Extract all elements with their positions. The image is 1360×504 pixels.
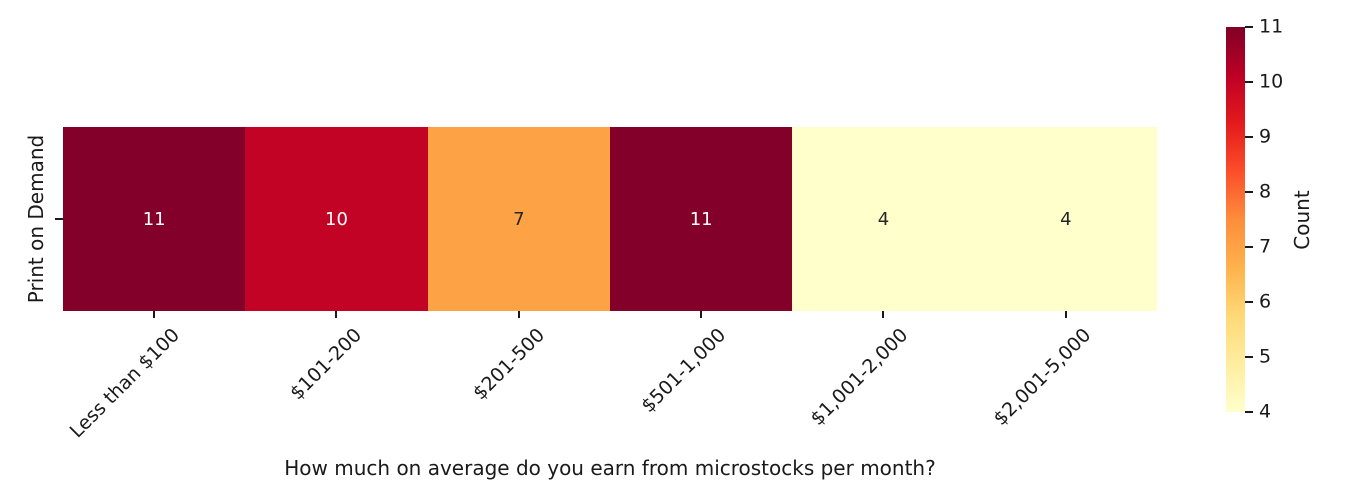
colorbar-tick-label: 6 [1259,290,1272,313]
heatmap-cell: 4 [974,127,1157,311]
cell-value: 10 [325,208,348,230]
cell-value: 7 [513,208,525,230]
colorbar-tick-label: 8 [1259,180,1272,203]
colorbar-tick-label: 4 [1259,400,1272,423]
cell-value: 4 [877,208,890,230]
cell-value: 4 [1060,208,1072,230]
x-tick-label: $501-1,000 [637,324,731,418]
colorbar-gradient [1226,27,1245,412]
colorbar-tick-label: 10 [1259,70,1284,93]
colorbar-tick-label: 9 [1259,125,1272,148]
colorbar-tick-label: 11 [1259,15,1284,38]
heatmap-cell: 4 [792,127,975,311]
x-tick-mark [882,311,884,318]
cell-value: 11 [142,208,166,230]
x-tick-mark [700,311,702,318]
heatmap-cell: 11 [63,127,246,311]
x-tick-label: $201-500 [468,324,549,405]
heatmap-cell: 7 [427,127,610,311]
colorbar-tick-label: 5 [1259,345,1272,368]
colorbar-tick-mark [1245,26,1253,28]
y-tick-label-print-on-demand: Print on Demand [24,134,48,304]
cell-value: 11 [689,208,713,230]
x-tick-mark [518,311,520,318]
x-tick-label: $101-200 [285,324,366,405]
x-tick-label: $1,001-2,000 [806,324,913,430]
heatmap-cell: 10 [245,127,428,311]
x-axis-title: How much on average do you earn from mic… [284,456,936,480]
heatmap-grid: 11 10 7 11 4 4 [63,127,1157,311]
x-tick-label: Less than $100 [65,324,184,443]
x-tick-mark [153,311,155,318]
colorbar-tick-mark [1245,81,1253,83]
x-tick-mark [1065,311,1067,318]
colorbar-tick-label: 7 [1259,235,1272,258]
colorbar-tick-mark [1245,301,1253,303]
x-tick-label: $2,001-5,000 [989,324,1096,430]
colorbar-tick-mark [1245,411,1253,413]
colorbar-tick-mark [1245,191,1253,193]
colorbar-tick-mark [1245,246,1253,248]
colorbar-label: Count [1290,190,1314,250]
colorbar-tick-mark [1245,356,1253,358]
colorbar-tick-mark [1245,136,1253,138]
heatmap-cell: 11 [609,127,793,311]
x-tick-mark [335,311,337,318]
y-tick-mark [55,218,63,220]
